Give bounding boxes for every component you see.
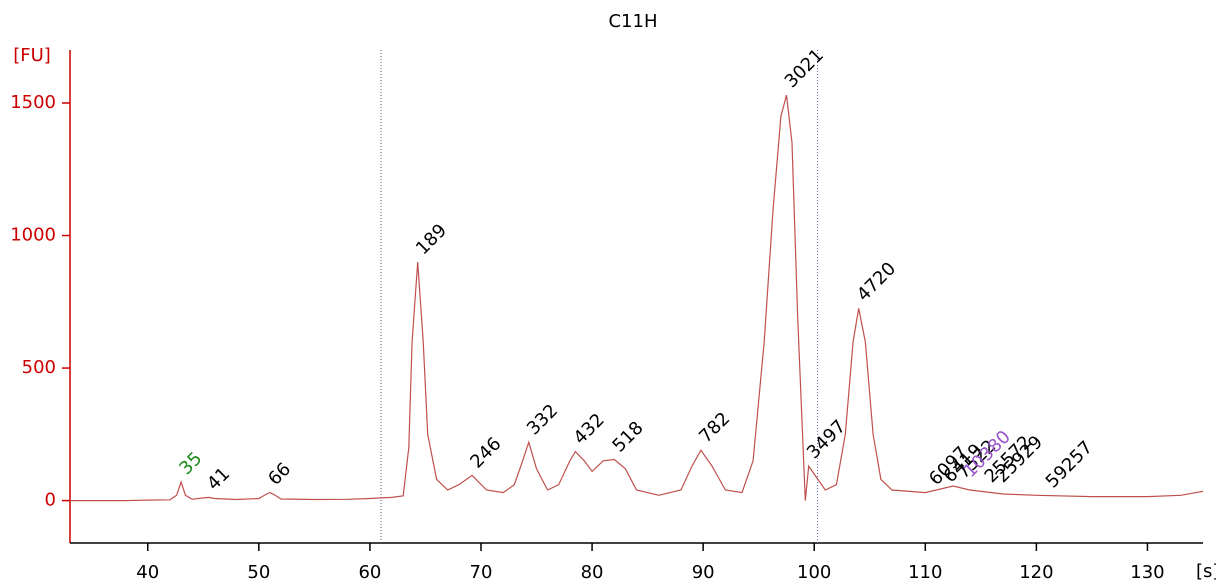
y-tick-label: 0 [45,490,56,511]
x-axis-label: [s] [1196,561,1216,582]
x-tick-label: 80 [581,562,604,583]
y-tick-label: 1500 [10,92,56,113]
peak-label: 35 [175,448,206,479]
trace-line [70,94,1204,502]
peak-label: 4720 [853,258,900,305]
peak-label: 41 [203,463,234,494]
x-tick-label: 130 [1130,562,1164,583]
y-axis-label: [FU] [13,45,51,66]
x-tick-label: 50 [247,562,270,583]
peak-label: 518 [609,417,648,456]
x-tick-label: 100 [797,562,831,583]
peak-label: 246 [466,433,505,472]
peak-label: 332 [523,400,562,439]
peak-label: 432 [570,409,609,448]
x-tick-label: 40 [136,562,159,583]
chart-title: C11H [608,11,657,32]
x-tick-label: 120 [1019,562,1053,583]
peak-label: 782 [695,408,734,447]
x-tick-label: 110 [908,562,942,583]
x-tick-label: 90 [692,562,715,583]
peak-label: 66 [264,459,295,490]
y-tick-label: 1000 [10,225,56,246]
y-tick-label: 500 [22,357,56,378]
peak-label: 189 [412,220,451,259]
x-tick-label: 60 [358,562,381,583]
peak-label: 59257 [1042,437,1097,492]
x-tick-label: 70 [470,562,493,583]
peak-label: 3021 [781,45,828,92]
peak-label: 3497 [803,416,850,463]
